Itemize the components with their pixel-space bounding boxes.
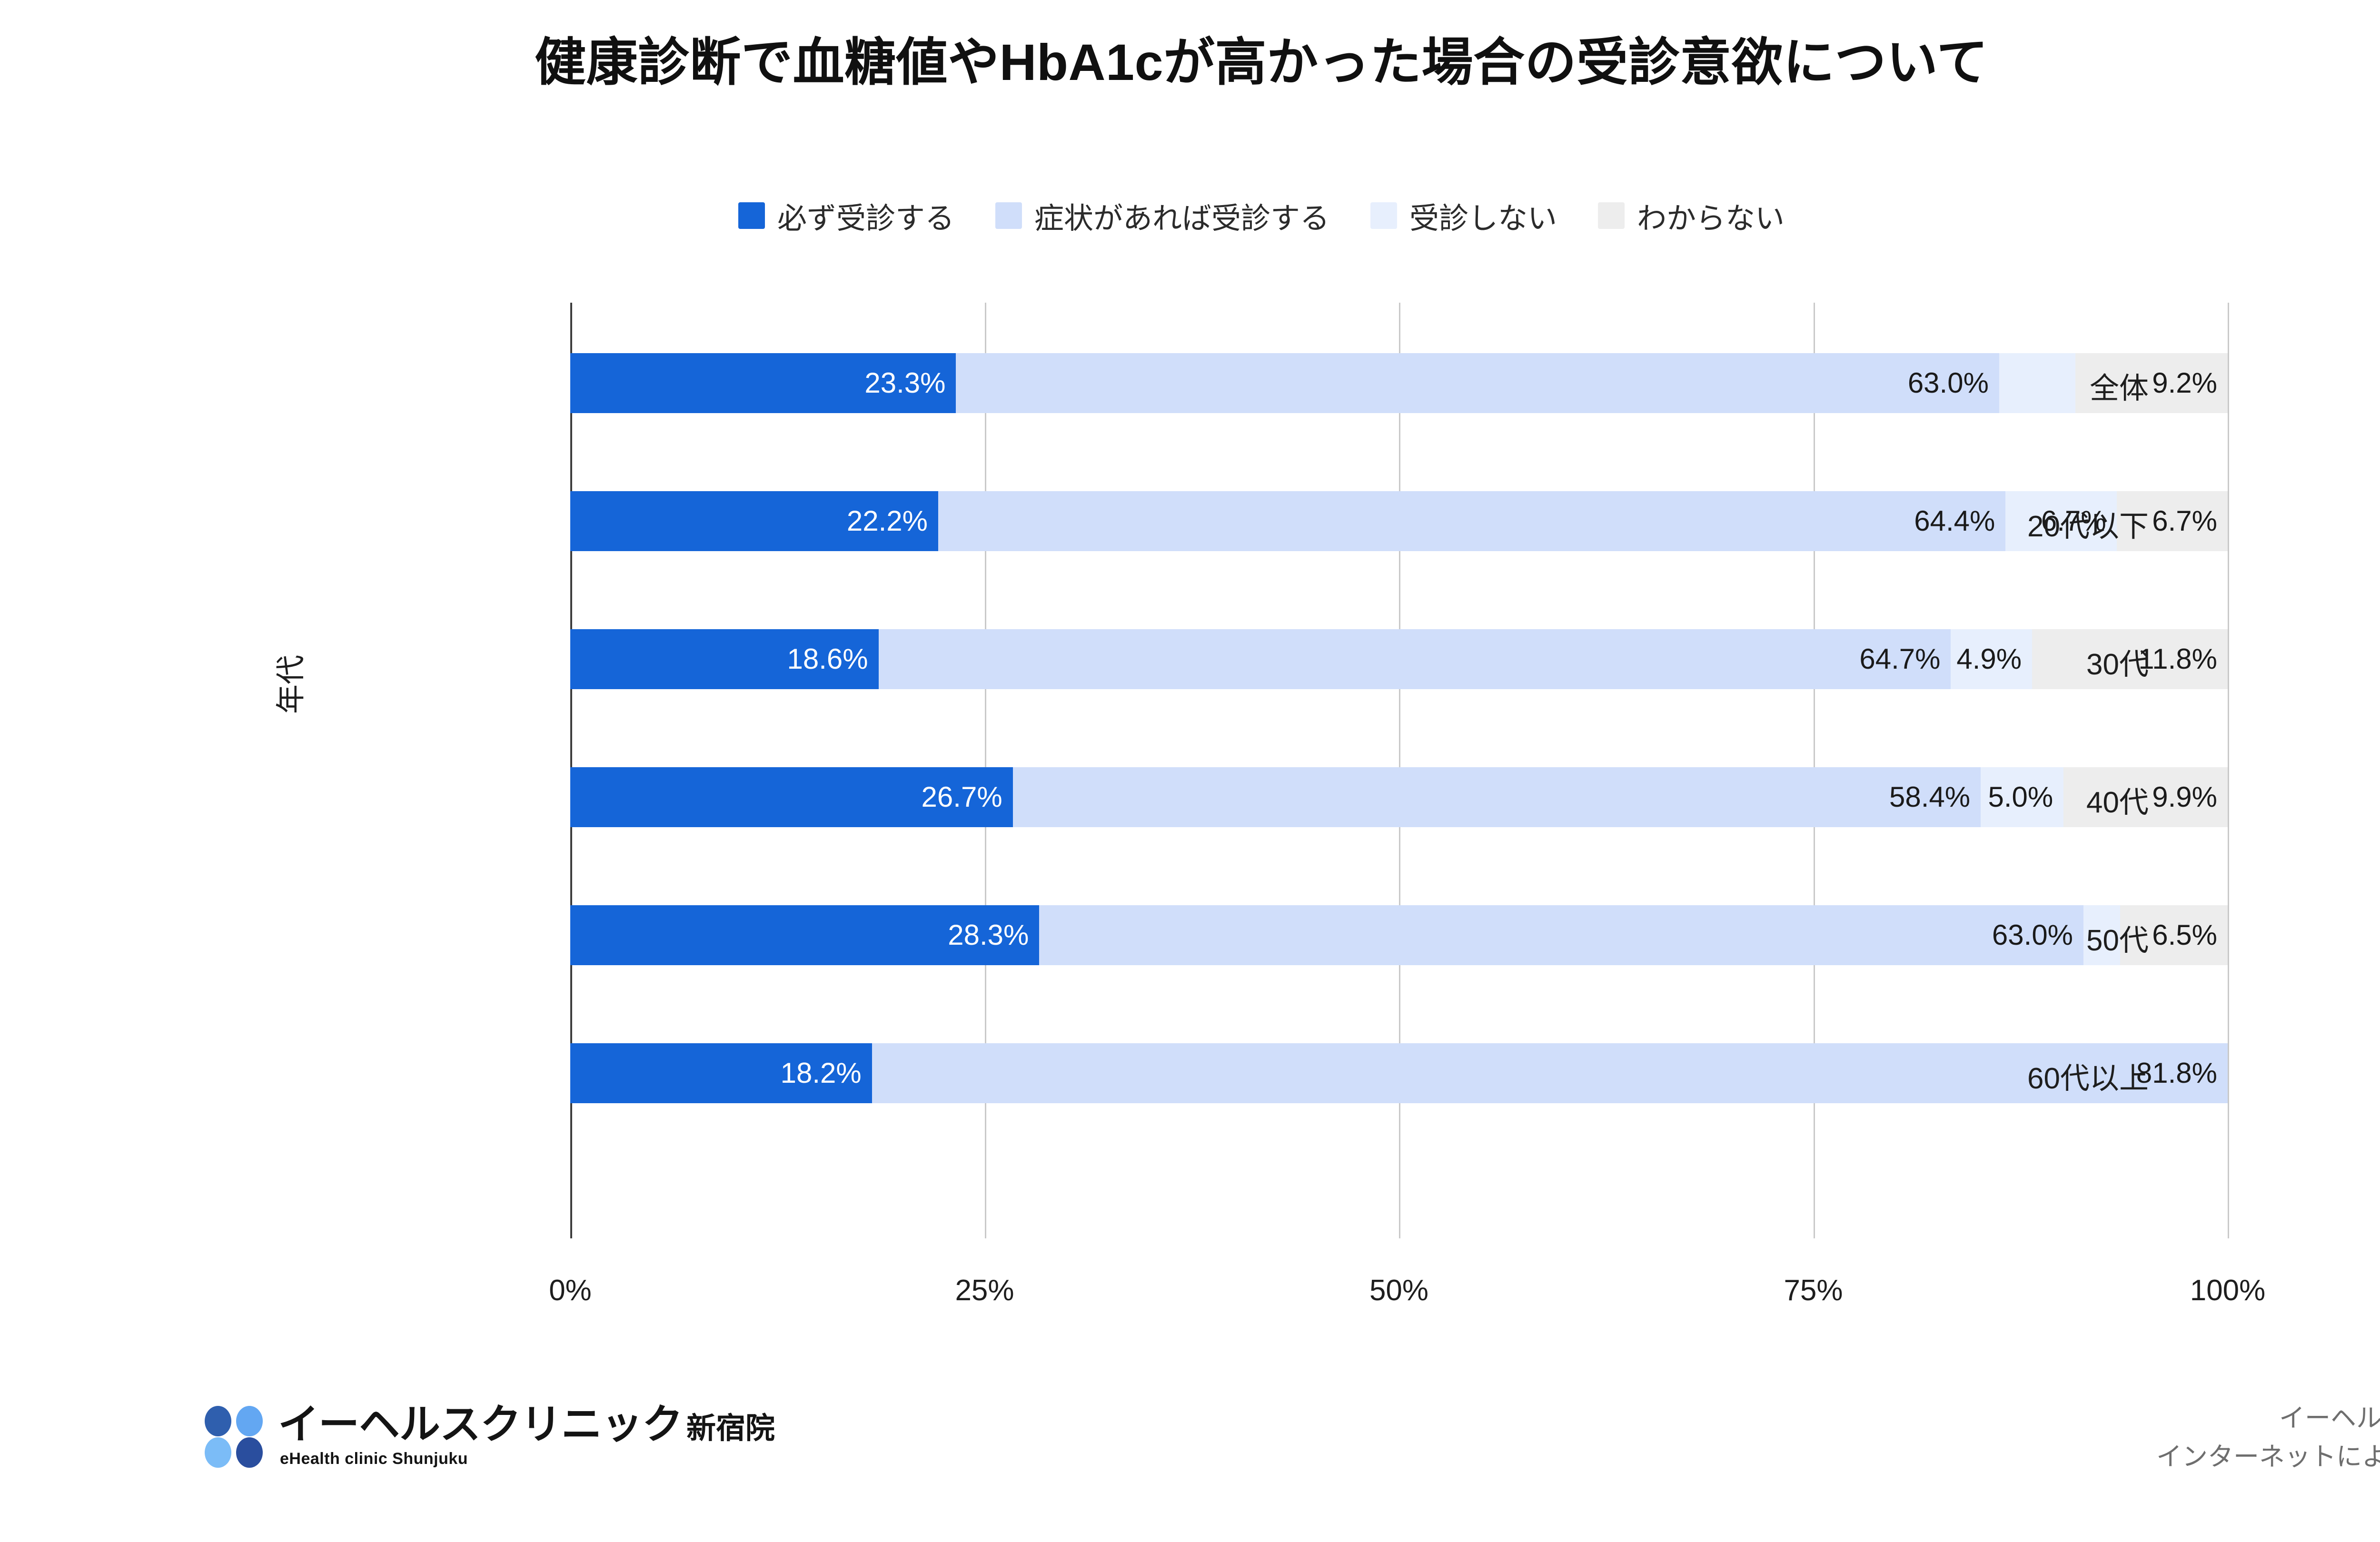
bar-segment[interactable]: 4.9% xyxy=(1951,629,2033,689)
logo-branch-name: 新宿院 xyxy=(686,1412,775,1445)
bar-value-label: 11.8% xyxy=(2138,643,2217,675)
logo-dot-bottom-right xyxy=(236,1437,263,1468)
bar-value-label: 6.7% xyxy=(2152,505,2217,537)
bar-value-label: 18.2% xyxy=(780,1057,862,1089)
logo-dots-icon xyxy=(205,1405,266,1468)
bar-segment[interactable]: 64.4% xyxy=(938,491,2006,551)
legend-swatch-icon xyxy=(738,202,765,229)
bar-segment[interactable]: 22.2% xyxy=(570,491,938,551)
bar-segment[interactable]: 9.9% xyxy=(2063,767,2228,827)
page-title: 健康診断で血糖値やHbA1cが高かった場合の受診意欲について xyxy=(535,33,1988,91)
logo-wordmark: イーヘルスクリニック xyxy=(278,1402,683,1447)
legend-label: 症状があれば受診する xyxy=(1034,202,1329,235)
y-tick-label: 50代 xyxy=(2086,924,2149,957)
y-axis-title: 年代 xyxy=(275,654,307,714)
legend-item-3[interactable]: わからない xyxy=(1598,194,1785,237)
logo-wordmark-line: イーヘルスクリニック 新宿院 xyxy=(278,1404,775,1445)
bar-value-label: 64.4% xyxy=(1914,505,1995,537)
y-tick-label: 60代以上 xyxy=(2027,1062,2149,1095)
x-tick-label: 25% xyxy=(955,1274,1014,1307)
bar-segment[interactable]: 11.8% xyxy=(2032,629,2228,689)
bar-value-label: 5.0% xyxy=(1988,781,2053,813)
legend-item-2[interactable]: 受診しない xyxy=(1370,194,1557,237)
legend-item-0[interactable]: 必ず受診する xyxy=(738,194,954,237)
gridline-100 xyxy=(2228,303,2229,1238)
bar-value-label: 9.2% xyxy=(2152,367,2217,399)
bar-segment[interactable]: 23.3% xyxy=(570,353,956,413)
bar-segment[interactable]: 6.5% xyxy=(2120,905,2228,965)
bar-segment[interactable]: 18.2% xyxy=(570,1043,872,1103)
bar-segment[interactable]: 5.0% xyxy=(1981,767,2064,827)
logo-dot-top-left xyxy=(205,1405,231,1436)
bar-segment[interactable]: 6.7% xyxy=(2116,491,2228,551)
bar-row[interactable]: 18.6% 64.7% 4.9% 11.8% xyxy=(570,629,2228,689)
y-tick-label: 30代 xyxy=(2086,648,2149,681)
bar-value-label: 18.6% xyxy=(787,643,868,675)
logo-text-block: イーヘルスクリニック 新宿院 eHealth clinic Shunjuku xyxy=(278,1404,775,1468)
bar-segment[interactable]: 18.6% xyxy=(570,629,879,689)
bar-segment[interactable]: 28.3% xyxy=(570,905,1040,965)
plot-area: 23.3%63.0%4.6%9.2%22.2%64.4%6.7%6.7%18.6… xyxy=(570,303,2229,1238)
bar-segment[interactable]: 26.7% xyxy=(570,767,1013,827)
bar-segment[interactable]: 63.0% xyxy=(956,353,1999,413)
bar-value-label: 63.0% xyxy=(1907,367,1989,399)
y-tick-label: 全体 xyxy=(2089,372,2149,405)
bar-row[interactable]: 22.2% 64.4% 6.7% 6.7% xyxy=(570,491,2228,551)
bar-segment[interactable]: 81.8% xyxy=(872,1043,2228,1103)
bar-value-label: 58.4% xyxy=(1889,781,1971,813)
bar-segment[interactable]: 6.7% xyxy=(2005,491,2117,551)
y-tick-label: 20代以下 xyxy=(2027,510,2149,543)
bar-value-label: 23.3% xyxy=(864,367,946,399)
survey-method-and-n: インターネットによる匿名調査｜n=305 xyxy=(2156,1443,2380,1471)
logo-dot-bottom-left xyxy=(205,1437,231,1468)
logo-dot-top-right xyxy=(236,1405,263,1436)
bar-value-label: 9.9% xyxy=(2152,781,2217,813)
bar-value-label: 6.5% xyxy=(2152,919,2217,951)
bar-value-label: 63.0% xyxy=(1992,919,2073,951)
bar-row[interactable]: 26.7% 58.4% 5.0% 9.9% xyxy=(570,767,2228,827)
legend-swatch-icon xyxy=(1370,202,1397,229)
bar-value-label: 22.2% xyxy=(846,505,928,537)
legend-swatch-icon xyxy=(1598,202,1625,229)
bar-segment[interactable]: 64.7% xyxy=(878,629,1951,689)
bar-row[interactable]: 28.3%63.0%2.2%6.5% xyxy=(570,905,2228,965)
legend-label: 受診しない xyxy=(1409,202,1557,235)
bar-value-label: 4.9% xyxy=(1956,643,2022,675)
legend-item-1[interactable]: 症状があれば受診する xyxy=(995,194,1329,237)
x-tick-label: 75% xyxy=(1784,1274,1843,1307)
y-tick-label: 40代 xyxy=(2086,786,2149,819)
bar-value-label: 26.7% xyxy=(921,781,1002,813)
legend-label: わからない xyxy=(1637,202,1785,235)
bar-segment[interactable]: 58.4% xyxy=(1012,767,1981,827)
bar-value-label: 81.8% xyxy=(2136,1057,2217,1089)
bar-segment[interactable]: 9.2% xyxy=(2075,353,2228,413)
clinic-logo: イーヘルスクリニック 新宿院 eHealth clinic Shunjuku xyxy=(205,1404,775,1468)
chart-legend: 必ず受診する 症状があれば受診する 受診しない わからない xyxy=(0,194,2380,237)
bar-segment[interactable]: 63.0% xyxy=(1039,905,2084,965)
x-tick-label: 0% xyxy=(549,1274,592,1307)
legend-swatch-icon xyxy=(995,202,1022,229)
x-tick-label: 50% xyxy=(1369,1274,1429,1307)
bar-row[interactable]: 23.3%63.0%4.6%9.2% xyxy=(570,353,2228,413)
x-tick-label: 100% xyxy=(2190,1274,2266,1307)
bar-value-label: 64.7% xyxy=(1859,643,1941,675)
bar-value-label: 28.3% xyxy=(948,919,1029,951)
bar-row[interactable]: 18.2% 81.8% xyxy=(570,1043,2228,1103)
legend-label: 必ず受診する xyxy=(777,202,954,235)
logo-subtitle: eHealth clinic Shunjuku xyxy=(280,1450,468,1468)
bar-value-label: 6.7% xyxy=(2041,505,2106,537)
